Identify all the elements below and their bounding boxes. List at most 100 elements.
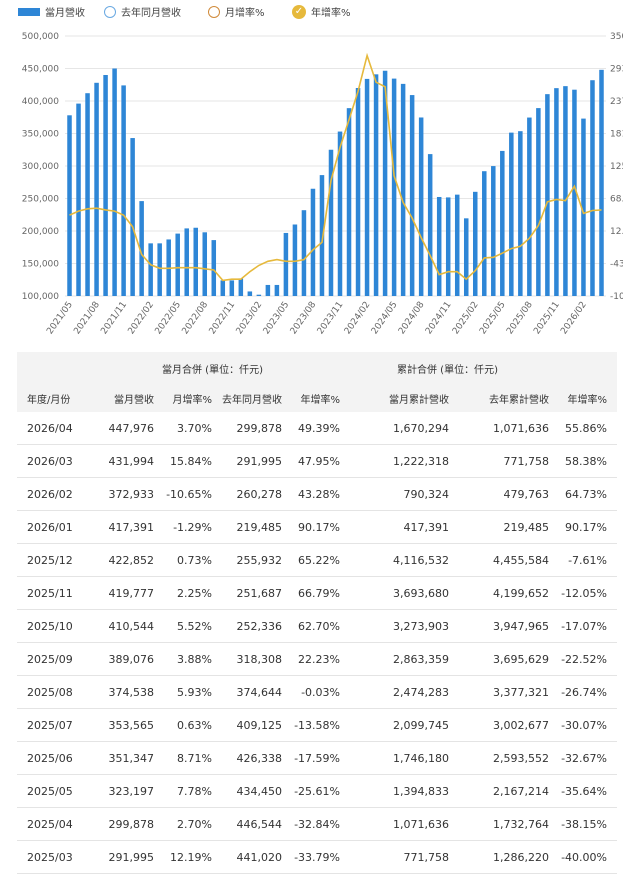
table-cell: 2,474,283 bbox=[393, 686, 449, 699]
y-right-tick-label: -43.8 bbox=[610, 260, 623, 270]
table-cell: 410,544 bbox=[108, 620, 155, 633]
x-tick-label: 2024/05 bbox=[370, 300, 400, 336]
table-cell: 2026/02 bbox=[27, 488, 73, 501]
table-cell: -12.05% bbox=[561, 587, 607, 600]
y-left-tick-label: 350,000 bbox=[22, 130, 59, 140]
x-tick-label: 2022/08 bbox=[181, 300, 211, 337]
table-cell: 1,222,318 bbox=[393, 455, 449, 468]
table-cell: 422,852 bbox=[108, 554, 155, 567]
table-cell: 90.17% bbox=[565, 521, 607, 534]
legend-item-mom[interactable]: 月增率% bbox=[208, 4, 265, 19]
bar bbox=[265, 284, 271, 296]
table-cell: -32.84% bbox=[294, 818, 340, 831]
table-cell: 15.84% bbox=[170, 455, 212, 468]
bar bbox=[184, 228, 189, 296]
x-tick-label: 2023/08 bbox=[289, 300, 319, 337]
col-header: 去年同月營收 bbox=[222, 395, 282, 406]
table-cell: 2025/11 bbox=[27, 587, 73, 600]
table-cell: 2,863,359 bbox=[393, 653, 449, 666]
bar bbox=[590, 80, 595, 296]
table-cell: 219,485 bbox=[236, 521, 283, 534]
bar bbox=[157, 243, 162, 296]
bar bbox=[247, 291, 253, 296]
table-cell: 299,878 bbox=[236, 422, 283, 435]
legend-label: 年增率% bbox=[311, 8, 351, 19]
table-cell: 2025/09 bbox=[27, 653, 73, 666]
bar-swatch-icon bbox=[18, 7, 40, 16]
table-row: 2025/09 389,076 3.88% 318,308 22.23% 2,863,35… bbox=[17, 643, 617, 676]
x-tick-label: 2025/02 bbox=[451, 300, 481, 336]
table-row: 2026/02 372,933 -10.65% 260,278 43.28% 790,32… bbox=[17, 478, 617, 511]
bar bbox=[283, 232, 289, 296]
bar bbox=[545, 94, 550, 297]
legend-item-prev-revenue[interactable]: 去年同月營收 bbox=[104, 4, 181, 19]
table-cell: 3,377,321 bbox=[493, 686, 549, 699]
bar bbox=[301, 210, 307, 296]
group-header-cumulative: 累計合併 (單位：仟元) bbox=[397, 365, 498, 376]
table-cell: 417,391 bbox=[403, 521, 450, 534]
bar bbox=[94, 82, 99, 296]
bar bbox=[463, 218, 469, 296]
bar bbox=[355, 88, 361, 296]
col-header: 月增率% bbox=[172, 395, 212, 406]
x-tick-label: 2021/08 bbox=[72, 300, 102, 337]
bar bbox=[527, 117, 532, 297]
table-cell: 1,732,764 bbox=[493, 818, 549, 831]
table-cell: 2.70% bbox=[177, 818, 212, 831]
table-cell: -17.07% bbox=[561, 620, 607, 633]
table-cell: 2,099,745 bbox=[393, 719, 449, 732]
col-header: 年度/月份 bbox=[27, 395, 71, 406]
x-tick-label: 2023/11 bbox=[316, 300, 346, 336]
y-left-tick-label: 500,000 bbox=[22, 32, 59, 42]
table-cell: -33.79% bbox=[294, 851, 340, 864]
y-left-tick-label: 200,000 bbox=[22, 227, 59, 237]
bar bbox=[518, 131, 523, 296]
table-cell: -1.29% bbox=[173, 521, 212, 534]
table-cell: -25.61% bbox=[294, 785, 340, 798]
legend-label: 去年同月營收 bbox=[121, 8, 181, 19]
table-cell: 90.17% bbox=[298, 521, 340, 534]
y-right-tick-label: 350 bbox=[610, 32, 623, 42]
table-cell: 7.78% bbox=[177, 785, 212, 798]
x-tick-label: 2024/11 bbox=[424, 300, 454, 336]
table-cell: -0.03% bbox=[301, 686, 340, 699]
y-right-tick-label: 12.5 bbox=[610, 227, 623, 237]
bar bbox=[400, 83, 406, 296]
table-cell: 1,286,220 bbox=[493, 851, 549, 864]
table-cell: 3,695,629 bbox=[493, 653, 549, 666]
table-cell: 43.28% bbox=[298, 488, 340, 501]
y-right-tick-label: 237.5 bbox=[610, 97, 623, 107]
circle-swatch-icon bbox=[104, 5, 116, 18]
table-group-header: 當月合併 (單位：仟元) 累計合併 (單位：仟元) bbox=[17, 352, 617, 382]
bar bbox=[391, 78, 397, 296]
bar bbox=[572, 89, 577, 296]
bar bbox=[482, 171, 487, 296]
legend-item-revenue[interactable]: 當月營收 bbox=[18, 4, 85, 19]
table-row: 2025/12 422,852 0.73% 255,932 65.22% 4,116,53… bbox=[17, 544, 617, 577]
y-left-tick-label: 450,000 bbox=[22, 65, 59, 75]
table-cell: 47.95% bbox=[298, 455, 340, 468]
table-cell: 1,071,636 bbox=[393, 818, 449, 831]
x-tick-label: 2022/11 bbox=[208, 300, 238, 336]
y-right-tick-label: 125 bbox=[610, 162, 623, 172]
bar bbox=[310, 188, 316, 296]
table-cell: 409,125 bbox=[236, 719, 283, 732]
bar bbox=[121, 85, 126, 297]
bar bbox=[373, 74, 379, 296]
bar bbox=[229, 280, 235, 296]
x-tick-label: 2023/05 bbox=[262, 300, 292, 336]
bar bbox=[256, 294, 262, 296]
table-cell: 5.52% bbox=[177, 620, 212, 633]
check-swatch-icon: ✓ bbox=[292, 4, 306, 19]
bar bbox=[319, 175, 325, 296]
bar bbox=[139, 201, 144, 296]
table-cell: 219,485 bbox=[503, 521, 550, 534]
bar bbox=[509, 132, 514, 296]
table-cell: -40.00% bbox=[561, 851, 607, 864]
legend-item-yoy[interactable]: ✓ 年增率% bbox=[292, 4, 351, 19]
y-left-tick-label: 400,000 bbox=[22, 97, 59, 107]
bar bbox=[454, 194, 460, 296]
table-row: 2026/04 447,976 3.70% 299,878 49.39% 1,670,29… bbox=[17, 412, 617, 445]
table-cell: 790,324 bbox=[403, 488, 450, 501]
table-cell: 3,947,965 bbox=[493, 620, 549, 633]
